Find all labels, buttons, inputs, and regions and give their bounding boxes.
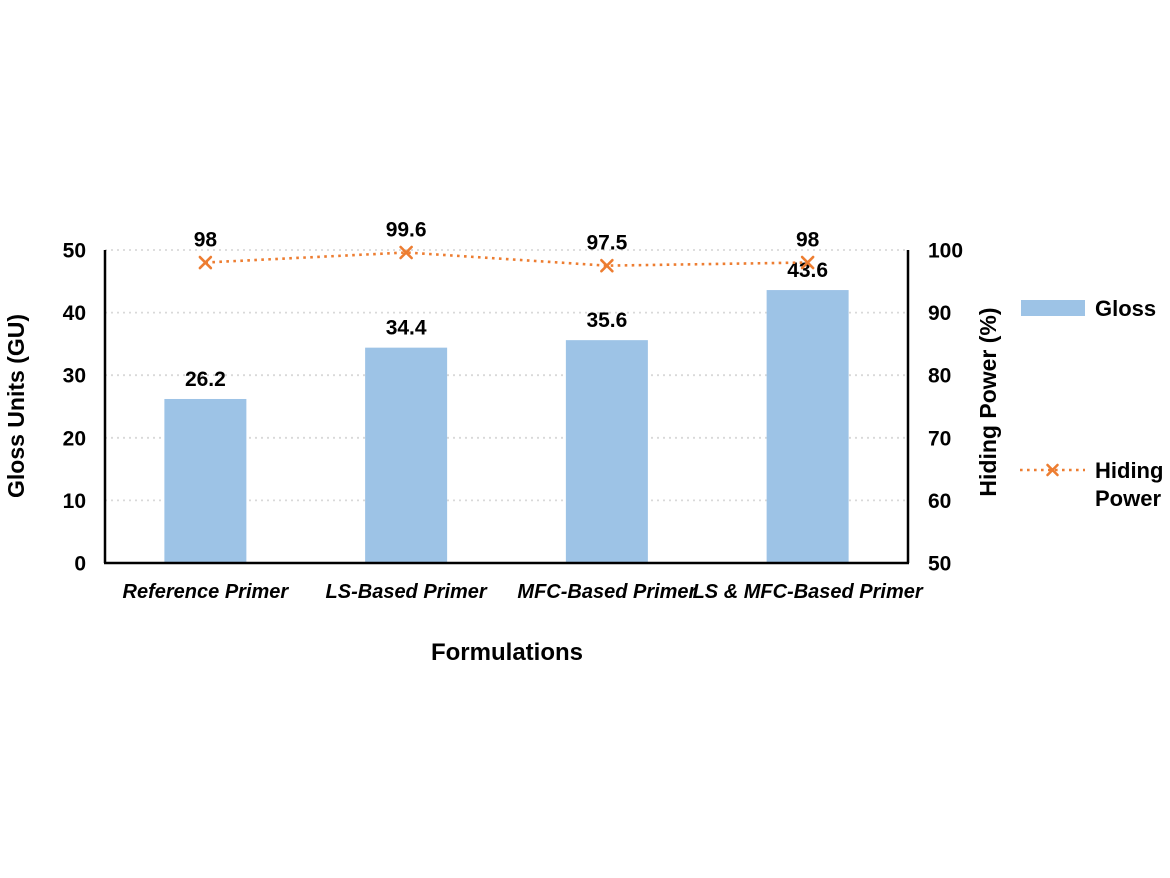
legend-hiding-power-label: Hiding [1095,458,1163,483]
y-left-tick-40: 40 [63,302,86,325]
y-left-tick-20: 20 [63,427,86,450]
y-left-tick-30: 30 [63,365,86,388]
y-left-tick-0: 0 [74,553,86,576]
bar-label-0: 26.2 [185,368,226,391]
y-right-tick-90: 90 [928,302,951,325]
hiding-power-line [205,251,808,267]
bar-label-3: 43.6 [787,259,828,282]
bar-gloss-3 [766,290,849,563]
line-marker-x-0 [198,255,213,270]
legend-gloss-swatch [1021,300,1085,316]
x-axis-title: Formulations [431,639,583,666]
line-marker-x-3 [800,255,815,270]
x-category-label-1: LS-Based Primer [326,581,488,603]
y-axis-left-title: Gloss Units (GU) [3,314,29,498]
line-marker-x-1 [399,245,413,260]
y-left-tick-10: 10 [63,490,86,513]
line-label-2: 97.5 [586,232,627,255]
bar-gloss-2 [565,340,648,563]
bar-label-1: 34.4 [386,317,427,340]
legend-hiding-power-marker-x [1046,463,1059,477]
line-label-0: 98 [194,229,218,252]
x-category-label-3: LS & MFC-Based Primer [693,581,924,603]
y-right-tick-70: 70 [928,427,951,450]
bar-gloss-1 [365,347,448,563]
bar-label-2: 35.6 [586,309,627,332]
line-label-1: 99.6 [386,219,427,242]
y-axis-right-title: Hiding Power (%) [975,307,1001,496]
y-right-tick-80: 80 [928,365,951,388]
x-category-label-0: Reference Primer [123,581,290,603]
legend-hiding-power-label: Power [1095,486,1161,511]
y-right-tick-100: 100 [928,240,963,263]
bar-gloss-0 [164,398,247,563]
line-marker-x-2 [600,258,614,273]
y-right-tick-50: 50 [928,553,951,576]
x-category-label-2: MFC-Based Primer [517,581,697,603]
y-right-tick-60: 60 [928,490,951,513]
legend-gloss-label: Gloss [1095,296,1156,321]
line-label-3: 98 [796,229,820,252]
y-left-tick-50: 50 [63,240,86,263]
